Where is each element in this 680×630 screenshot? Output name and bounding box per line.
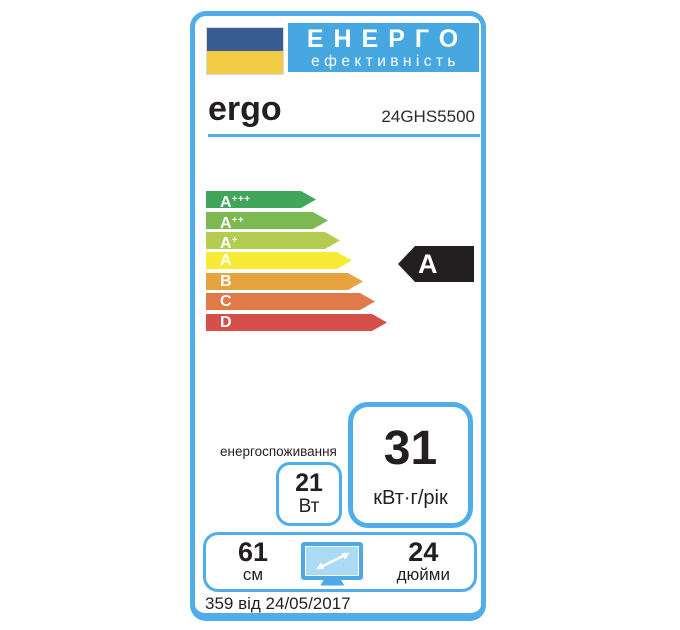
rating-bar-a: A xyxy=(206,252,352,269)
rating-bar-plus: +++ xyxy=(231,194,251,205)
current-rating-arrow: A xyxy=(398,246,474,282)
energo-header-box: ЕНЕРГО ефективність xyxy=(288,23,479,72)
size-cm-unit: см xyxy=(242,565,264,585)
power-box: 21 Вт xyxy=(276,462,342,526)
size-cm-column: 61 см xyxy=(238,539,268,585)
monitor-screen xyxy=(305,545,360,576)
divider-rule xyxy=(208,134,480,137)
rating-bar-plus: ++ xyxy=(231,215,245,226)
rating-bar-plus: + xyxy=(231,235,238,246)
size-inches-unit: дюйми xyxy=(396,565,450,585)
flag-blue-stripe xyxy=(207,28,283,51)
diagonal-arrow-icon xyxy=(316,552,351,569)
size-inches-value: 24 xyxy=(408,537,439,568)
certificate-number: 359 від 24/05/2017 xyxy=(205,594,351,613)
brand-logo: ergo xyxy=(208,90,282,128)
annual-energy-unit: кВт·г/рік xyxy=(373,487,448,509)
model-number: 24GHS5500 xyxy=(381,107,475,126)
rating-bar-label: A xyxy=(220,194,232,211)
monitor-diagonal-icon xyxy=(301,541,364,587)
annual-energy-value: 31 xyxy=(383,422,438,475)
size-cm-value: 61 xyxy=(238,537,269,568)
monitor-body xyxy=(301,541,364,580)
energy-efficiency-label: ЕНЕРГО ефективність ergo 24GHS5500 A+++ … xyxy=(190,11,486,621)
label-content: ЕНЕРГО ефективність ergo 24GHS5500 A+++ … xyxy=(195,16,481,613)
power-value: 21 xyxy=(295,469,323,498)
rating-bar-label: C xyxy=(220,293,232,310)
rating-bar-label: A xyxy=(220,215,232,232)
rating-bar-label: A xyxy=(220,235,232,252)
rating-bar-a-plus1: A+ xyxy=(206,232,340,249)
annual-energy-box: 31 кВт·г/рік xyxy=(348,402,473,528)
ukraine-flag-icon xyxy=(206,27,284,75)
monitor-stand xyxy=(320,579,345,586)
energo-subtitle: ефективність xyxy=(311,53,460,70)
energo-title: ЕНЕРГО xyxy=(306,25,469,53)
size-inches-column: 24 дюйми xyxy=(397,539,450,585)
flag-yellow-stripe xyxy=(207,51,283,74)
power-unit: Вт xyxy=(298,495,320,517)
rating-bar-a-plus3: A+++ xyxy=(206,191,316,208)
consumption-caption: енергоспоживання xyxy=(220,444,337,459)
current-rating-letter: A xyxy=(418,248,438,279)
rating-bar-label: D xyxy=(220,314,232,331)
rating-bar-label: B xyxy=(220,273,232,290)
rating-bar-label: A xyxy=(220,252,232,269)
screen-size-box: 61 см 24 дюйми xyxy=(203,532,477,592)
rating-bar-a-plus2: A++ xyxy=(206,212,328,229)
rating-bar-c: C xyxy=(206,293,375,310)
rating-bar-b: B xyxy=(206,273,363,290)
rating-bar-d: D xyxy=(206,314,387,331)
